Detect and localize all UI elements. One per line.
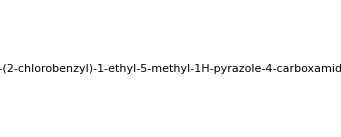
Text: N-(2-chlorobenzyl)-1-ethyl-5-methyl-1H-pyrazole-4-carboxamide: N-(2-chlorobenzyl)-1-ethyl-5-methyl-1H-p… xyxy=(0,64,341,74)
